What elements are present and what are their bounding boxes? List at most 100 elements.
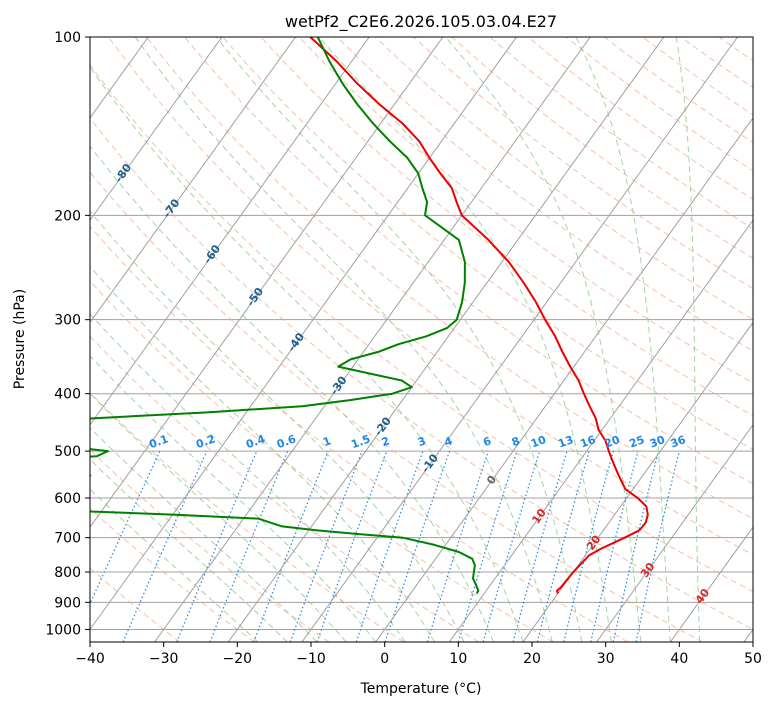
mixing-ratio-label: 0.1: [147, 432, 170, 451]
pressure-gridlines: [90, 37, 753, 630]
dry-adiabat: [90, 171, 703, 642]
x-tick-label: 30: [597, 651, 615, 667]
mixing-ratio-line: [426, 450, 489, 642]
mixing-ratio-label: 25: [627, 433, 646, 450]
chart-title: wetPf2_C2E6.2026.105.03.04.E27: [285, 12, 557, 32]
dry-adiabat: [260, 37, 753, 417]
dry-adiabat: [489, 37, 753, 230]
y-tick-label: 100: [54, 30, 81, 46]
x-axis: −40 −30 −20 −10 0 10 20 30 40 50: [75, 642, 762, 667]
mixing-ratio-label: 2: [380, 434, 392, 449]
moist-adiabat: [318, 37, 612, 642]
mixing-ratio-label: 30: [648, 433, 667, 451]
x-tick-label: 20: [523, 651, 541, 667]
isotherm-line: [90, 37, 444, 528]
mixing-ratio-line: [612, 450, 660, 642]
mixing-ratio-label: 8: [510, 434, 522, 449]
mixing-ratio-line: [635, 450, 680, 642]
x-tick-label: −40: [75, 651, 105, 667]
isotherm-line: [90, 37, 370, 426]
mixing-ratio-line: [253, 450, 329, 642]
dry-adiabat: [451, 37, 753, 259]
isotherm-line: [375, 117, 753, 642]
x-axis-title: Temperature (°C): [360, 681, 482, 697]
mixing-ratio-label: 4: [443, 434, 455, 449]
y-tick-label: 200: [54, 208, 81, 224]
isotherm-line: [669, 526, 753, 642]
y-tick-label: 700: [54, 531, 81, 547]
mixing-ratio-line: [590, 450, 639, 642]
dry-adiabat: [90, 63, 753, 593]
y-tick-label: 800: [54, 565, 81, 581]
x-tick-label: 50: [744, 651, 762, 667]
x-tick-label: 10: [449, 651, 467, 667]
x-tick-label: −30: [149, 651, 179, 667]
dry-adiabat: [90, 117, 753, 630]
isotherm-line: [596, 423, 753, 642]
x-tick-label: −10: [296, 651, 326, 667]
moist-adiabat: [90, 265, 436, 642]
mixing-ratio-label: 6: [481, 434, 493, 449]
mixing-ratio-line: [355, 450, 424, 642]
dry-adiabat: [222, 37, 753, 451]
isotherm-line: [301, 37, 738, 642]
dry-adiabat: [107, 37, 753, 556]
mixing-ratio-label: 20: [603, 433, 622, 451]
dry-adiabat: [146, 37, 753, 520]
moist-adiabat: [90, 392, 347, 642]
mixing-ratio-label: 3: [416, 434, 428, 449]
mixing-ratio-label: 36: [669, 433, 688, 451]
x-tick-label: 0: [380, 651, 389, 667]
y-tick-label: 500: [54, 444, 81, 460]
y-axis-title: Pressure (hPa): [12, 289, 28, 389]
temperature-profile: [309, 37, 649, 594]
mixing-ratio-label: 0.6: [275, 432, 298, 451]
moist-adiabat: [90, 488, 259, 642]
dry-adiabat: [527, 37, 753, 201]
mixing-ratio-label: 1: [321, 434, 333, 449]
moist-adiabat: [215, 37, 583, 642]
moist-adiabat: [90, 66, 524, 642]
moist-adiabat: [90, 145, 494, 642]
moist-adiabat: [575, 37, 671, 642]
dry-adiabat: [298, 37, 753, 384]
sounding-series: [90, 37, 649, 595]
dry-adiabats: [90, 37, 753, 642]
isotherms: [90, 37, 753, 642]
dry-adiabat: [565, 37, 753, 172]
dry-adiabat: [90, 391, 405, 642]
x-tick-label: 40: [670, 651, 688, 667]
moist-adiabat: [90, 458, 288, 642]
isotherm-line: [90, 37, 223, 222]
isotherm-line: [90, 37, 517, 631]
dry-adiabat: [336, 37, 753, 352]
dry-adiabat: [90, 225, 629, 642]
isotherm-line: [448, 219, 753, 642]
mixing-ratio-line: [536, 450, 590, 642]
mixing-ratio-line: [457, 450, 518, 642]
x-tick-label: −20: [223, 651, 253, 667]
isotherm-line: [154, 37, 591, 642]
y-tick-label: 900: [54, 595, 81, 611]
plot-frame: [89, 36, 754, 643]
y-axis: 100 200 300 400 500 600 700 800 900 1000: [45, 30, 90, 638]
y-tick-label: 1000: [45, 622, 81, 638]
isotherm-line: [90, 37, 296, 324]
dewpoint-profile: [90, 37, 480, 595]
dry-adiabat: [604, 37, 753, 144]
dry-adiabat: [90, 507, 255, 642]
mixing-ratio-line: [316, 450, 388, 642]
y-tick-label: 600: [54, 491, 81, 507]
mixing-ratio-line: [289, 450, 363, 642]
moist-adiabat: [90, 210, 465, 642]
isotherm-line: [227, 37, 665, 642]
dry-adiabat: [90, 335, 479, 642]
mixing-ratio-label: 13: [556, 433, 575, 450]
mixing-ratio-line: [563, 450, 614, 642]
mixing-ratio-label: 16: [579, 433, 598, 451]
y-tick-label: 300: [54, 313, 81, 329]
mixing-ratio-label: 0.2: [194, 432, 217, 451]
y-tick-label: 400: [54, 387, 81, 403]
